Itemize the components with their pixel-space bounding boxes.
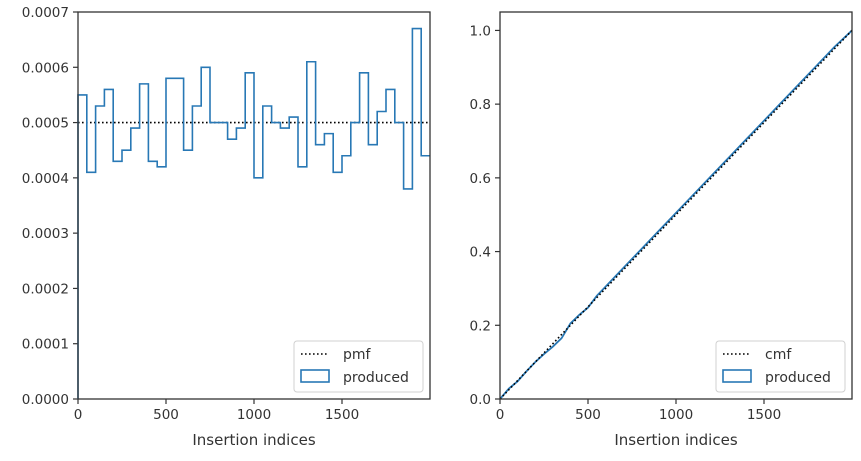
y-tick-label: 1.0: [470, 23, 491, 39]
y-tick-label: 0.0002: [22, 281, 69, 297]
y-tick-label: 0.0006: [22, 60, 69, 76]
x-tick-label: 500: [153, 407, 179, 423]
y-tick-label: 0.0007: [22, 5, 69, 21]
produced-line: [499, 29, 853, 400]
legend-cmf-label: cmf: [765, 347, 792, 363]
x-tick-label: 1500: [325, 407, 359, 423]
right-chart: 0.0 0.2 0.4 0.6 0.8 1.0 0 500 1000 1500 Insertio…: [470, 11, 853, 449]
y-tick-label: 0.0000: [22, 392, 69, 408]
left-y-axis: 0.0000 0.0001 0.0002 0.0003 0.0004 0.0005 0.00…: [22, 5, 78, 408]
y-tick-label: 0.0005: [22, 116, 69, 132]
right-x-axis: 0 500 1000 1500: [496, 399, 781, 423]
legend-produced-swatch: [300, 369, 330, 383]
legend-pmf-label: pmf: [343, 347, 372, 363]
y-tick-label: 0.4: [470, 245, 491, 261]
legend-produced-label: produced: [343, 370, 409, 386]
left-chart: 0.0000 0.0001 0.0002 0.0003 0.0004 0.0005 0.00…: [22, 5, 431, 449]
right-plot-frame: [499, 11, 853, 400]
legend-produced-label-right: produced: [765, 370, 831, 386]
y-tick-label: 0.0003: [22, 226, 69, 242]
y-tick-label: 0.0004: [22, 171, 69, 187]
x-tick-label: 1000: [659, 407, 693, 423]
x-tick-label: 0: [496, 407, 505, 423]
right-x-axis-label: Insertion indices: [614, 431, 737, 449]
legend-produced-swatch-right: [722, 369, 752, 383]
left-legend: pmf produced: [293, 340, 424, 393]
x-tick-label: 1000: [237, 407, 271, 423]
produced-histogram: [77, 27, 430, 399]
y-tick-label: 0.0: [470, 392, 491, 408]
left-plot-frame: [77, 11, 431, 400]
y-tick-label: 0.2: [470, 318, 491, 334]
cmf-line: [499, 29, 853, 400]
left-x-axis-label: Insertion indices: [192, 431, 315, 449]
left-x-axis: 0 500 1000 1500: [74, 399, 359, 423]
y-tick-label: 0.0001: [22, 337, 69, 353]
x-tick-label: 0: [74, 407, 83, 423]
right-legend: cmf produced: [715, 340, 846, 393]
right-y-axis: 0.0 0.2 0.4 0.6 0.8 1.0: [470, 23, 500, 408]
x-tick-label: 500: [575, 407, 601, 423]
y-tick-label: 0.8: [470, 97, 491, 113]
x-tick-label: 1500: [747, 407, 781, 423]
y-tick-label: 0.6: [470, 171, 491, 187]
